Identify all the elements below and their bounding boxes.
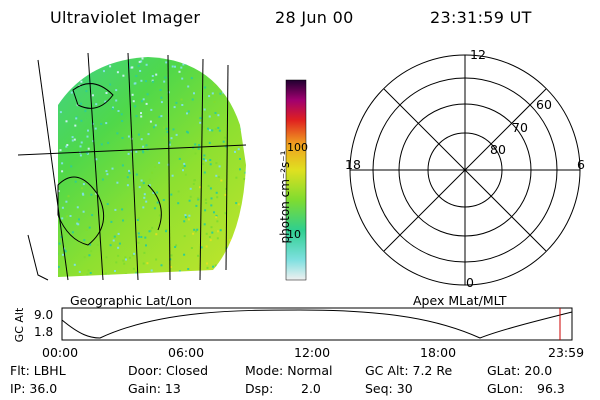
- geographic-latlon-label: Geographic Lat/Lon: [70, 293, 192, 308]
- colorbar-label: photon cm⁻²s⁻¹: [278, 150, 292, 244]
- ip-label: IP: 36.0: [10, 381, 58, 396]
- timeline-ylabel: GC Alt: [13, 307, 26, 343]
- timeline-xtick-0: 00:00: [42, 345, 79, 360]
- polar-label-12: 12: [470, 47, 486, 62]
- colorbar-tick-10: 10: [287, 228, 301, 241]
- timeline-ytick-top: 9.0: [34, 308, 54, 322]
- timeline-xtick-1: 06:00: [168, 345, 205, 360]
- instrument-title: Ultraviolet Imager: [50, 8, 201, 27]
- gc-alt-label: GC Alt: 7.2 Re: [365, 363, 453, 378]
- polar-label-70: 70: [512, 120, 528, 135]
- glon-label: GLon:: [487, 381, 524, 396]
- polar-mlat-mlt-grid: [349, 54, 581, 286]
- polar-label-80: 80: [490, 142, 506, 157]
- flt-label: Flt: LBHL: [10, 363, 66, 378]
- mode-label: Mode: Normal: [245, 363, 333, 378]
- gc-altitude-timeline: [61, 307, 573, 341]
- glat-label: GLat: 20.0: [487, 363, 553, 378]
- date-label: 28 Jun 00: [275, 8, 354, 27]
- uv-image-map: [18, 52, 247, 281]
- timeline-xtick-3: 18:00: [420, 345, 457, 360]
- glon-value: 96.3: [537, 381, 565, 396]
- timeline-xtick-4: 23:59: [548, 345, 585, 360]
- polar-label-60: 60: [536, 97, 552, 112]
- polar-label-18: 18: [345, 157, 361, 172]
- door-label: Door: Closed: [128, 363, 209, 378]
- dsp-label: Dsp:: [245, 381, 274, 396]
- apex-mlat-mlt-label: Apex MLat/MLT: [413, 293, 507, 308]
- gain-label: Gain: 13: [128, 381, 181, 396]
- dsp-value: 2.0: [301, 381, 321, 396]
- colorbar-tick-100: 100: [287, 141, 308, 154]
- polar-label-0: 0: [466, 275, 474, 290]
- colorbar: [285, 79, 307, 281]
- seq-label: Seq: 30: [365, 381, 413, 396]
- timeline-xtick-2: 12:00: [294, 345, 331, 360]
- polar-label-6: 6: [577, 157, 585, 172]
- timeline-ytick-bottom: 1.8: [34, 325, 54, 339]
- time-label: 23:31:59 UT: [430, 8, 532, 27]
